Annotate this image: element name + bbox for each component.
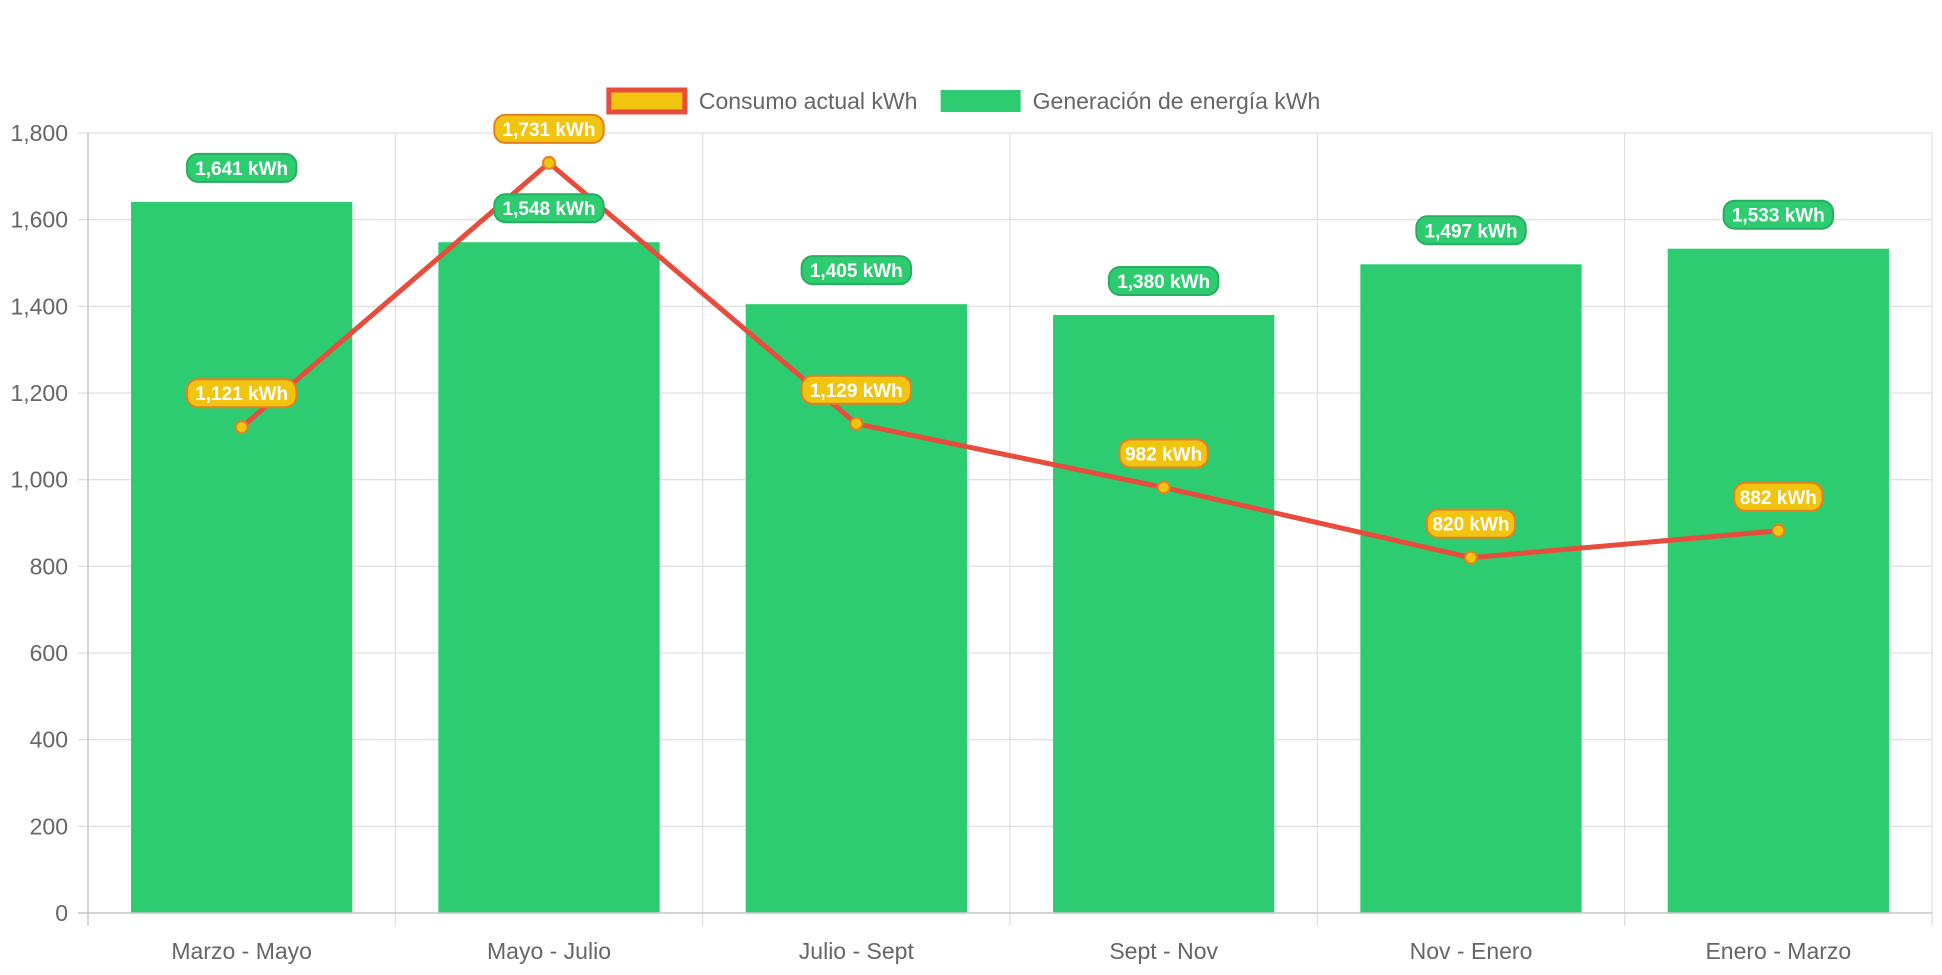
data-label-text: 1,405 kWh [810, 261, 903, 282]
bar-generacion[interactable] [438, 242, 660, 913]
x-tick-label: Marzo - Mayo [171, 938, 312, 964]
bar-generacion[interactable] [745, 304, 967, 914]
legend[interactable]: Consumo actual kWh Generación de energía … [606, 87, 1321, 115]
data-label-box [1425, 508, 1517, 539]
data-label-text: 1,641 kWh [195, 159, 288, 180]
consumo-point[interactable] [234, 420, 249, 435]
x-tick-label: Sept - Nov [1109, 938, 1218, 964]
data-label-text: 820 kWh [1432, 515, 1509, 536]
line-data-label: 1,129 kWh [800, 374, 913, 405]
bar-data-label: 1,548 kWh [493, 193, 605, 224]
x-tick-label: Julio - Sept [799, 938, 915, 964]
bar-data-label: 1,380 kWh [1107, 266, 1220, 296]
bar-series [131, 201, 1889, 914]
grid [78, 132, 1933, 926]
data-label-box [185, 378, 298, 409]
consumo-point[interactable] [1771, 523, 1786, 538]
y-tick-label: 1,800 [10, 120, 68, 146]
y-tick-label: 0 [55, 900, 68, 926]
bar-data-label: 1,497 kWh [1415, 215, 1527, 246]
consumo-point[interactable] [1464, 550, 1478, 565]
data-label-box [800, 374, 913, 405]
data-label-text: 1,497 kWh [1425, 221, 1518, 242]
data-label-box [1107, 266, 1220, 296]
data-label-text: 882 kWh [1740, 488, 1817, 509]
y-tick-label: 1,000 [10, 467, 68, 493]
axes: 0 200 400 600 800 1,000 1,200 1,400 1,600 1,800 Ma… [10, 120, 1932, 964]
data-label-box [493, 193, 605, 224]
legend-item[interactable]: Generación de energía kWh [940, 88, 1321, 114]
data-label-text: 1,548 kWh [503, 199, 596, 220]
legend-label: Generación de energía kWh [1033, 88, 1321, 114]
data-label-box [185, 152, 298, 183]
bar-generacion[interactable] [131, 201, 353, 913]
line-data-label: 1,731 kWh [493, 113, 605, 144]
data-label-box [1722, 199, 1835, 230]
x-tick-label: Enero - Marzo [1705, 938, 1851, 964]
data-label-text: 1,380 kWh [1117, 272, 1210, 293]
data-label-text: 1,731 kWh [503, 120, 596, 141]
data-label-text: 1,129 kWh [810, 381, 903, 402]
x-tick-label: Nov - Enero [1410, 938, 1533, 964]
legend-label: Consumo actual kWh [699, 88, 918, 114]
y-tick-label: 1,600 [10, 207, 68, 233]
data-label-box [1733, 481, 1824, 512]
data-label-box [1415, 215, 1527, 246]
bar-generacion[interactable] [1667, 248, 1889, 913]
y-tick-label: 600 [30, 640, 68, 666]
bar-data-label: 1,641 kWh [185, 152, 298, 183]
y-tick-label: 200 [30, 813, 68, 839]
line-data-label: 1,121 kWh [185, 378, 298, 409]
bar-generacion[interactable] [1360, 264, 1582, 913]
data-label-box [800, 255, 913, 286]
line-data-label: 882 kWh [1733, 481, 1824, 512]
y-tick-label: 400 [30, 727, 68, 753]
line-data-label: 982 kWh [1118, 438, 1209, 469]
data-label-box [493, 113, 605, 144]
y-tick-label: 1,400 [10, 293, 68, 319]
legend-swatch [940, 90, 1021, 112]
consumo-point[interactable] [542, 155, 556, 170]
legend-item[interactable]: Consumo actual kWh [606, 87, 918, 115]
data-label-text: 982 kWh [1125, 444, 1202, 465]
bar-data-label: 1,405 kWh [800, 255, 913, 286]
data-labels: 1,641 kWh 1,548 kWh 1,405 kWh 1,380 kWh 1,49… [185, 113, 1835, 539]
line-data-label: 820 kWh [1425, 508, 1517, 539]
bar-generacion[interactable] [1053, 315, 1275, 913]
data-label-box [1118, 438, 1209, 469]
data-label-text: 1,533 kWh [1732, 206, 1825, 227]
data-label-text: 1,121 kWh [195, 384, 288, 405]
x-tick-label: Mayo - Julio [487, 938, 611, 964]
consumo-point[interactable] [849, 416, 864, 431]
legend-swatch [606, 87, 688, 115]
y-tick-label: 800 [30, 553, 68, 579]
bar-data-label: 1,533 kWh [1722, 199, 1835, 230]
consumo-point[interactable] [1156, 480, 1171, 495]
y-tick-label: 1,200 [10, 380, 68, 406]
